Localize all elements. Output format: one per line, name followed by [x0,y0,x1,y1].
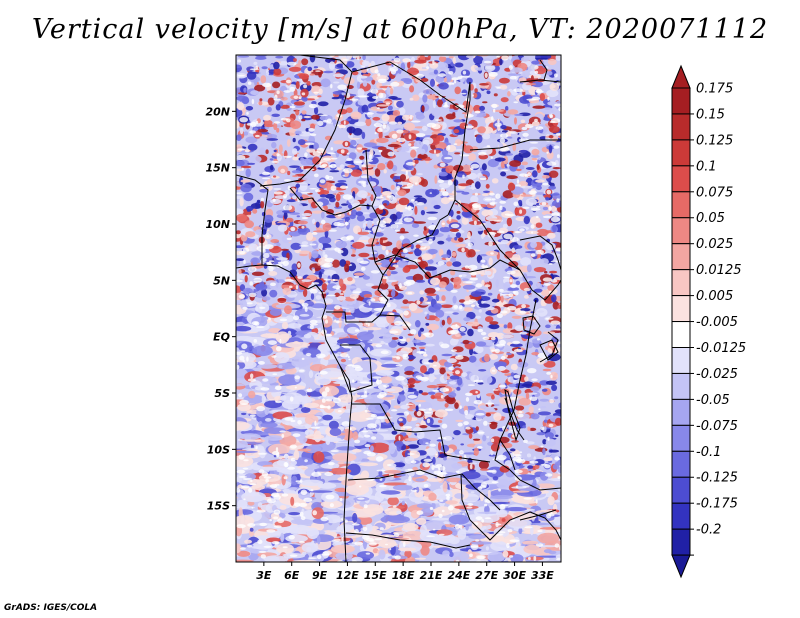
colorbar-label: 0.15 [696,107,725,122]
colorbar-swatch [671,295,691,323]
colorbar-swatch [671,113,691,141]
lon-tick-label: 21E [420,569,443,582]
colorbar-swatch [671,372,691,400]
colorbar-label: -0.05 [696,393,730,408]
border-line [499,439,516,471]
lon-tick-label: 33E [531,569,554,582]
colorbar-label: 0.0125 [696,263,742,278]
colorbar-swatch [671,321,691,348]
lon-tick-label: 18E [392,569,415,582]
border-line [519,79,561,83]
lat-tick-label: 20N [205,105,230,118]
map-frame [235,54,562,563]
colorbar-label: 0.075 [696,185,733,200]
border-line [299,55,471,113]
colorbar: 0.175 0.15 0.125 0.1 0.075 0.05 0.025 0.0125 0.0… [671,64,746,579]
colorbar-label: 0.025 [696,237,733,252]
border-line [539,59,548,81]
lake-outline [522,315,541,335]
border-line [469,139,561,151]
border-line [347,469,501,511]
lat-tick-label: 5N [213,274,230,287]
colorbar-label: -0.175 [696,497,738,512]
lat-tick-label: 10S [207,443,230,456]
border-line [365,149,377,207]
border-line [339,344,373,393]
colorbar-label: 0.005 [696,289,733,304]
lon-tick-label: 9E [312,569,328,582]
lon-tick-label: 15E [364,569,387,582]
lon-tick-label: 24E [447,569,470,582]
border-line [460,474,531,541]
lat-tick-label: 15S [207,500,230,513]
colorbar-swatch [671,502,691,530]
lon-tick-label: 12E [336,569,359,582]
border-line [539,331,559,363]
latitude-axis: 20N 15N 10N 5N EQ 5S 10S 15S [205,105,236,513]
border-line [374,254,533,291]
colorbar-label: 0.05 [696,211,725,226]
colorbar-bottom-arrow [671,554,691,579]
colorbar-label: -0.025 [696,367,738,382]
border-line [289,187,373,216]
chart-title: Vertical velocity [m/s] at 600hPa, VT: 2… [31,14,769,45]
colorbar-swatch [671,424,691,452]
lat-tick-label: 5S [214,387,230,400]
border-line [326,311,411,331]
lake-outline [539,339,559,361]
colorbar-swatch [671,217,691,245]
lat-tick-label: 15N [205,162,230,175]
colorbar-label: -0.2 [696,523,721,538]
colorbar-label: -0.005 [696,315,738,330]
colorbar-swatch [671,165,691,193]
border-line [345,532,471,549]
lat-tick-label: 10N [205,218,230,231]
colorbar-label: -0.0125 [696,341,746,356]
lake-outline [504,388,521,442]
lon-tick-label: 30E [503,569,526,582]
lon-tick-label: 27E [475,569,498,582]
border-line [382,214,449,276]
border-line [236,174,269,265]
coastline [236,264,353,562]
border-line [454,199,521,271]
border-line [519,235,561,271]
border-line [259,71,353,187]
colorbar-swatch [671,450,691,478]
colorbar-swatch [671,528,691,556]
colorbar-top-arrow [671,64,691,89]
border-line [529,511,561,541]
colorbar-label: 0.175 [696,82,733,97]
colorbar-label: 0.125 [696,133,733,148]
colorbar-swatch [671,243,691,271]
border-line [371,205,389,316]
border-line [519,509,557,521]
colorbar-label: 0.1 [696,159,717,174]
colorbar-swatch [671,191,691,219]
border-line [352,403,491,463]
border-line [531,279,561,301]
lon-tick-label: 3E [256,569,272,582]
country-borders [236,55,561,562]
colorbar-label: -0.1 [696,445,721,460]
velocity-field [236,55,561,562]
colorbar-label: -0.125 [696,471,738,486]
colorbar-label: -0.075 [696,419,738,434]
lon-tick-label: 6E [284,569,300,582]
colorbar-swatch [671,398,691,426]
longitude-axis: 3E 6E 9E 12E 15E 18E 21E 24E 27E 30E 33E [256,562,554,582]
colorbar-swatch [671,87,691,115]
colorbar-swatch [671,347,691,374]
colorbar-swatch [671,476,691,504]
colorbar-swatch [671,269,691,297]
grads-credit: GrADS: IGES/COLA [4,603,98,613]
colorbar-swatch [671,139,691,167]
lat-tick-label: EQ [213,331,230,344]
